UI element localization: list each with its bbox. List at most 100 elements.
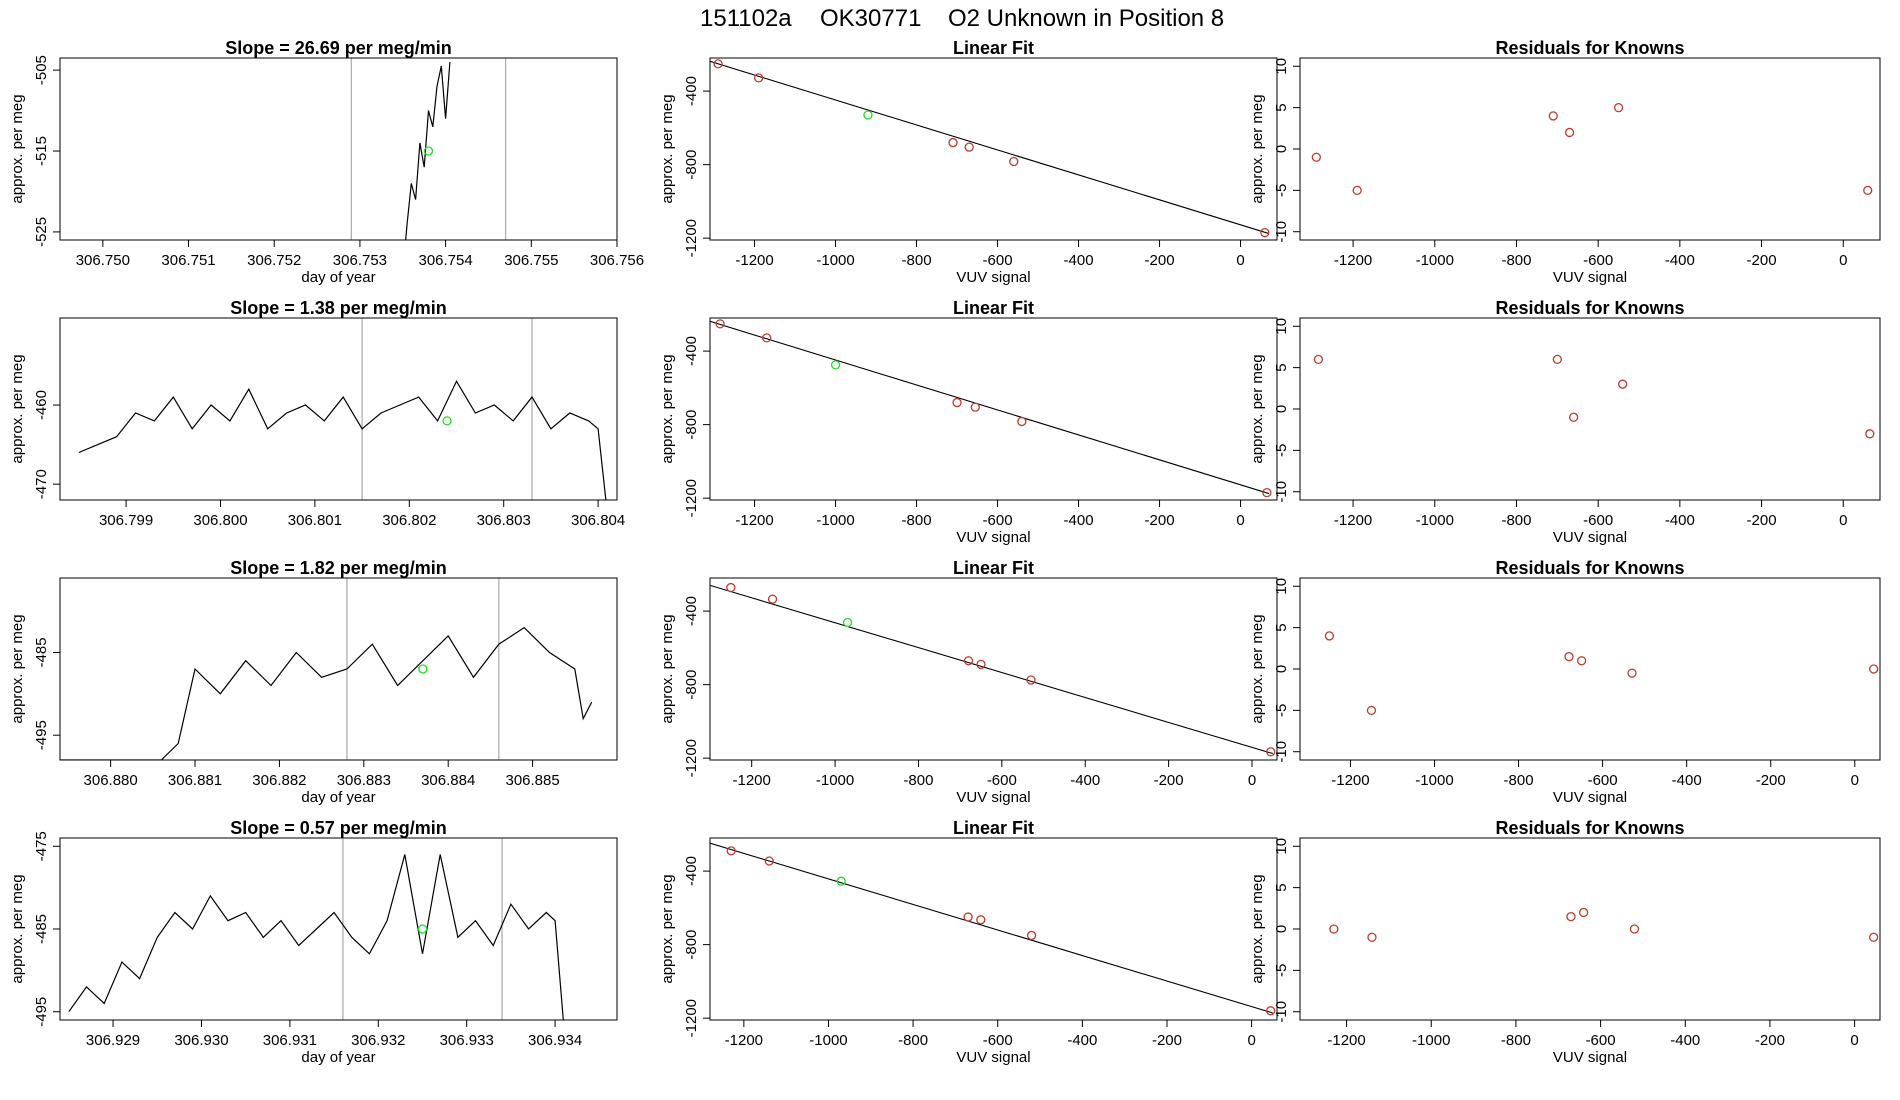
- y-tick-label: -5: [1273, 704, 1290, 717]
- x-tick-label: -1000: [1416, 252, 1454, 269]
- x-tick-label: -200: [1747, 252, 1777, 269]
- y-axis-label: approx. per meg: [9, 874, 26, 983]
- plot-frame: [1299, 57, 1881, 241]
- x-tick-label: -400: [1070, 772, 1100, 789]
- y-tick-label: 10: [1273, 58, 1290, 75]
- x-tick-label: 306.751: [161, 252, 215, 269]
- residual-point: [1566, 911, 1576, 922]
- x-tick-label: 306.884: [421, 772, 475, 789]
- panel-7: Slope = 1.82 per meg/min 306.880 306.881 30…: [9, 558, 618, 806]
- x-tick-label: -400: [1064, 252, 1094, 269]
- x-tick-label: -1200: [725, 1032, 763, 1049]
- x-axis-label: VUV signal: [956, 1049, 1030, 1066]
- x-tick-label: -1200: [1327, 1032, 1365, 1049]
- unknown-marker: [442, 416, 452, 426]
- x-tick-label: 0: [1839, 512, 1847, 529]
- x-tick-label: -1000: [1415, 772, 1453, 789]
- x-tick-label: -200: [1747, 512, 1777, 529]
- x-tick-label: 306.802: [382, 512, 436, 529]
- known-point: [715, 319, 725, 329]
- x-axis-label: VUV signal: [956, 789, 1030, 806]
- x-tick-label: 0: [1850, 1032, 1858, 1049]
- panel-4: Slope = 1.38 per meg/min 306.799 306.800 30…: [9, 298, 625, 529]
- known-point: [970, 402, 980, 412]
- x-tick-label: -800: [1501, 1032, 1531, 1049]
- y-tick-label: 10: [1273, 838, 1290, 855]
- x-tick-label: -800: [1501, 252, 1531, 269]
- x-tick-label: -800: [902, 512, 932, 529]
- plot-area: [60, 578, 593, 760]
- y-tick-label: 5: [1273, 623, 1290, 631]
- known-point: [964, 142, 974, 152]
- y-tick-label: 0: [1273, 405, 1290, 413]
- y-tick-label: -495: [33, 720, 50, 750]
- y-tick-label: -1200: [683, 479, 700, 517]
- plot-area: [1329, 907, 1879, 942]
- y-tick-label: -10: [1273, 481, 1290, 503]
- plot-area: [78, 318, 607, 500]
- y-tick-label: -400: [683, 76, 700, 106]
- y-axis-label: approx. per meg: [659, 94, 676, 203]
- y-tick-label: -1200: [683, 999, 700, 1037]
- figure-title-sample: 151102a: [700, 5, 792, 32]
- x-tick-label: -600: [983, 252, 1013, 269]
- x-tick-label: -600: [983, 512, 1013, 529]
- y-tick-label: -800: [683, 930, 700, 960]
- residual-point: [1627, 668, 1637, 678]
- known-point: [1260, 227, 1270, 238]
- x-tick-label: 306.804: [571, 512, 625, 529]
- residual-point: [1569, 412, 1579, 422]
- residual-point: [1576, 656, 1587, 666]
- x-tick-label: -600: [983, 1032, 1013, 1049]
- plot-frame: [59, 837, 618, 1021]
- y-axis-label: approx. per meg: [659, 874, 676, 983]
- plot-frame: [709, 317, 1278, 501]
- residual-point: [1564, 651, 1574, 662]
- panel-5: Linear Fit -1200 -1000 -800 -600 -400 -200 0 -40…: [659, 298, 1278, 546]
- x-tick-label: -400: [1672, 772, 1702, 789]
- x-tick-label: -200: [1154, 772, 1184, 789]
- known-point: [963, 656, 974, 666]
- signal-trace: [60, 626, 593, 760]
- plot-frame: [1299, 577, 1881, 761]
- plot-area: [710, 582, 1276, 757]
- y-tick-label: -475: [33, 831, 50, 861]
- x-tick-label: -600: [987, 772, 1017, 789]
- x-tick-label: -400: [1665, 512, 1695, 529]
- panel-6: Residuals for Knowns-1200 -1000 -800 -600 -4…: [1249, 298, 1881, 546]
- x-tick-label: 306.881: [168, 772, 222, 789]
- known-point: [753, 73, 764, 83]
- plot-area: [710, 59, 1270, 238]
- panel-3: Residuals for Knowns-1200 -1000 -800 -600 -4…: [1249, 38, 1881, 286]
- panel-title: Slope = 26.69 per meg/min: [225, 38, 452, 58]
- plot-frame: [59, 577, 618, 761]
- x-tick-label: 306.800: [193, 512, 247, 529]
- panel-title: Linear Fit: [953, 298, 1034, 318]
- y-tick-label: 5: [1273, 103, 1290, 111]
- residual-point: [1552, 354, 1562, 365]
- panel-title: Linear Fit: [953, 558, 1034, 578]
- panel-1: Slope = 26.69 per meg/min 306.750 306.751 3…: [9, 38, 644, 286]
- x-tick-label: -200: [1145, 252, 1175, 269]
- x-tick-label: 306.929: [86, 1032, 140, 1049]
- x-tick-label: 306.750: [76, 252, 130, 269]
- x-tick-label: 306.801: [288, 512, 342, 529]
- x-tick-label: -1200: [1331, 772, 1369, 789]
- y-tick-label: -800: [683, 410, 700, 440]
- known-point: [726, 846, 736, 856]
- panel-10: Slope = 0.57 per meg/min 306.929 306.930 30…: [9, 818, 618, 1066]
- residual-point: [1618, 379, 1628, 389]
- x-axis-label: VUV signal: [1553, 1049, 1627, 1066]
- x-tick-label: 306.880: [84, 772, 138, 789]
- y-axis-label: approx. per meg: [9, 614, 26, 723]
- x-tick-label: 0: [1236, 512, 1244, 529]
- panel-8: Linear Fit -1200 -1000 -800 -600 -400 -200 0 -40…: [659, 558, 1278, 806]
- y-tick-label: 0: [1273, 925, 1290, 933]
- x-tick-label: -200: [1755, 1032, 1785, 1049]
- panel-11: Linear Fit -1200 -1000 -800 -600 -400 -200 0 -40…: [659, 818, 1278, 1066]
- plot-frame: [1299, 837, 1881, 1021]
- residual-point: [1313, 354, 1324, 365]
- x-tick-label: -1000: [816, 772, 854, 789]
- residual-point: [1564, 127, 1575, 138]
